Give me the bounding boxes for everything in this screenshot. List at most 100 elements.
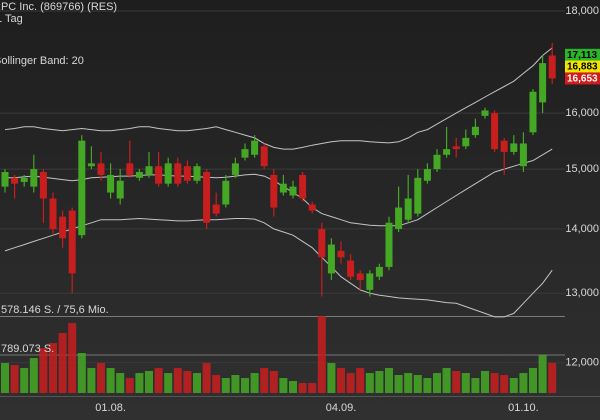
volume-bar (154, 368, 163, 393)
volume-bar (346, 373, 355, 393)
volume-bar (183, 371, 192, 393)
volume-bar (173, 368, 182, 393)
candle-body (107, 174, 115, 193)
candle-body (443, 149, 451, 155)
volume-bar (135, 373, 144, 393)
candle-body (174, 163, 182, 184)
volume-bar (49, 343, 57, 393)
y-tick-label: 13,000 (565, 287, 599, 299)
chart-subtitle: 1 Tag (0, 13, 23, 25)
candle-body (500, 140, 508, 152)
candle-body (231, 163, 239, 175)
price-tag-label: 16,653 (567, 74, 598, 85)
volume-bar (385, 368, 393, 393)
volume-bar (87, 368, 96, 393)
candle-body (308, 204, 316, 211)
volume-bar (538, 355, 547, 393)
volume-bar (298, 382, 307, 393)
volume-bar (375, 371, 384, 393)
chart-title: RPC Inc. (869766) (RES) (0, 1, 117, 13)
volume-bar (68, 323, 77, 393)
price-tag (565, 72, 600, 85)
candle-body (78, 140, 86, 236)
volume-bar (1, 363, 9, 393)
candle-body (375, 266, 383, 277)
volume-bar (490, 373, 499, 393)
volume-bar (509, 378, 518, 393)
candle-body (203, 172, 211, 223)
volume-bar (116, 373, 125, 393)
candle-body (510, 143, 518, 152)
volume-bar (202, 363, 211, 393)
volume-bar (548, 363, 557, 393)
volume-bar (269, 371, 278, 393)
candle-body (193, 166, 201, 181)
candle-body (462, 137, 470, 147)
candle-body (481, 110, 489, 116)
x-tick-label: 01.10. (508, 402, 539, 414)
bollinger-middle (5, 148, 553, 227)
volume-bar (423, 378, 432, 393)
candle-body (519, 143, 527, 167)
candle-body (212, 204, 220, 214)
price-tag-label: 16,883 (567, 62, 598, 73)
volume-bar (10, 365, 19, 393)
candle-body (39, 172, 47, 199)
volume-bar (164, 373, 173, 393)
candle-body (97, 163, 105, 175)
volume-bar (58, 333, 67, 393)
candle-body (145, 166, 153, 175)
volume-bar (317, 316, 326, 393)
price-tag-label: 17,113 (567, 50, 597, 61)
candle-body (1, 172, 9, 187)
candle-body (87, 163, 95, 167)
volume-bar (212, 375, 221, 393)
volume-bar (193, 373, 201, 393)
candle-body (183, 166, 191, 181)
y-tick-label: 14,000 (565, 223, 599, 235)
volume-label: 578.146 S. / 75,6 Mio. (1, 304, 109, 316)
volume-bar (442, 368, 451, 393)
volume-bar (289, 381, 297, 393)
candle-body (135, 172, 143, 178)
volume-bar (97, 363, 105, 393)
plot-layer (0, 10, 565, 393)
y-tick-label: 18,000 (565, 5, 599, 17)
candle-body (59, 216, 67, 239)
volume-bar (500, 375, 509, 393)
candle-body (347, 260, 355, 277)
candle-body (539, 63, 547, 103)
candle-body (491, 113, 499, 150)
volume-bar (433, 373, 441, 393)
x-tick-label: 04.09. (326, 402, 357, 414)
candle-body (260, 146, 268, 167)
volume-bar (461, 373, 470, 393)
candle-body (356, 273, 364, 280)
y-tick-label: 16,000 (565, 107, 599, 119)
indicator-label: Bollinger Band: 20 (0, 55, 84, 67)
candle-body (20, 177, 28, 182)
y-tick-label: 12,000 (565, 357, 599, 369)
y-tick-label: 15,000 (565, 163, 599, 175)
candle-body (126, 163, 134, 175)
volume-bar (529, 368, 537, 393)
candle-body (68, 210, 76, 274)
candle-body (452, 146, 460, 150)
candle-body (241, 149, 249, 158)
volume-bar (29, 358, 38, 393)
candle-body (548, 55, 556, 79)
volume-bar (365, 373, 374, 393)
volume-bar (404, 373, 413, 393)
candle-body (433, 154, 441, 170)
volume-bar (231, 375, 240, 393)
volume-bar (394, 375, 403, 393)
candle-body (327, 244, 335, 274)
price-tag (565, 48, 600, 61)
candle-body (366, 273, 374, 290)
candle-body (222, 180, 230, 205)
volume-bar (471, 378, 480, 393)
bollinger-lower (4, 217, 553, 318)
candle-body (395, 207, 403, 229)
